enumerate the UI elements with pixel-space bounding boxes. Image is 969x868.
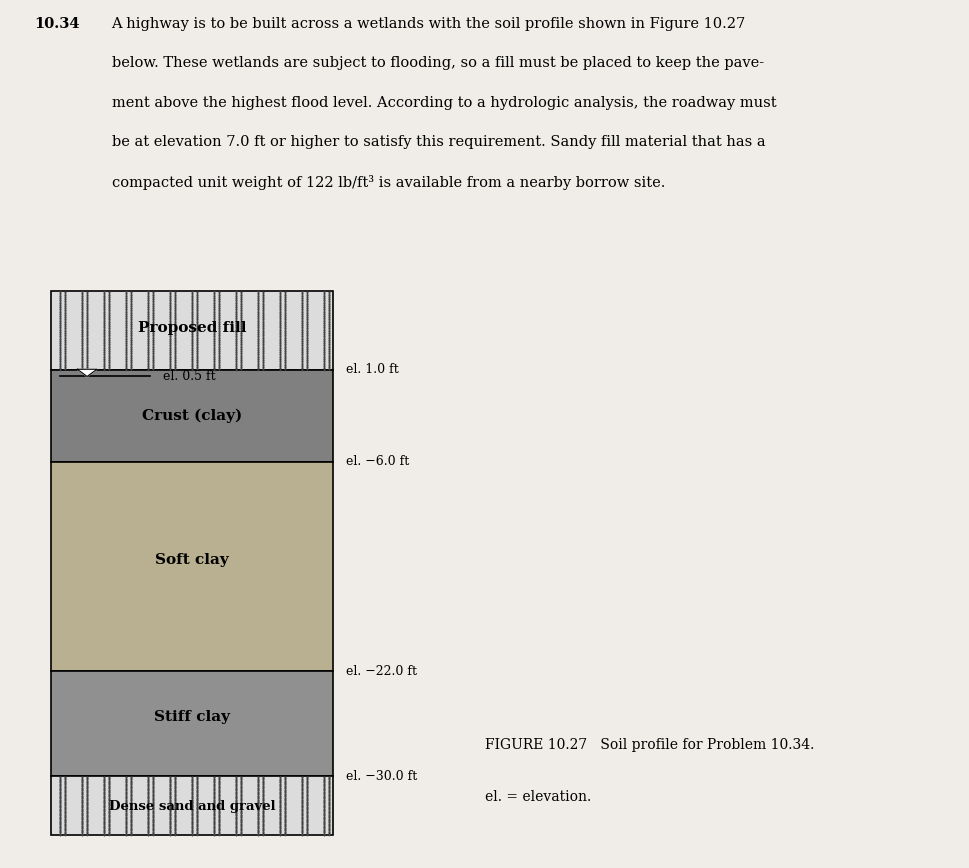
Bar [51,370,332,462]
Bar [51,462,332,672]
Bar [51,672,332,776]
Text: ment above the highest flood level. According to a hydrologic analysis, the road: ment above the highest flood level. Acco… [111,95,775,110]
Text: el. −30.0 ft: el. −30.0 ft [346,770,417,783]
Text: A highway is to be built across a wetlands with the soil profile shown in Figure: A highway is to be built across a wetlan… [111,16,745,30]
Text: 10.34: 10.34 [34,16,79,30]
Bar [51,292,332,370]
Text: compacted unit weight of 122 lb/ft³ is available from a nearby borrow site.: compacted unit weight of 122 lb/ft³ is a… [111,175,664,190]
Text: Stiff clay: Stiff clay [154,710,230,725]
Text: Proposed fill: Proposed fill [138,321,246,335]
Text: below. These wetlands are subject to flooding, so a fill must be placed to keep : below. These wetlands are subject to flo… [111,56,763,70]
Polygon shape [78,369,97,377]
Text: el. −22.0 ft: el. −22.0 ft [346,665,417,678]
Text: el. 1.0 ft: el. 1.0 ft [346,364,398,377]
Text: el. = elevation.: el. = elevation. [484,790,591,804]
Text: Crust (clay): Crust (clay) [141,409,242,423]
Text: el. −6.0 ft: el. −6.0 ft [346,455,409,468]
Text: FIGURE 10.27   Soil profile for Problem 10.34.: FIGURE 10.27 Soil profile for Problem 10… [484,738,814,752]
Text: be at elevation 7.0 ft or higher to satisfy this requirement. Sandy fill materia: be at elevation 7.0 ft or higher to sati… [111,135,765,149]
Text: Soft clay: Soft clay [155,553,229,567]
Text: el. 0.5 ft: el. 0.5 ft [163,370,215,383]
Bar [51,776,332,835]
Text: Dense sand and gravel: Dense sand and gravel [109,800,275,813]
